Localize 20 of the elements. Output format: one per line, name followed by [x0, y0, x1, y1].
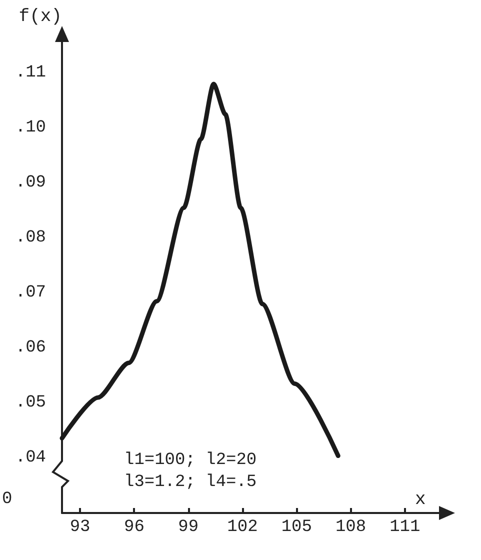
x-tick-label: 93 [70, 518, 90, 537]
y-tick-label: .11 [15, 64, 46, 82]
x-tick-label: 105 [281, 518, 312, 537]
y-tick-label: .08 [15, 228, 46, 248]
x-tick-label: 108 [335, 518, 366, 537]
x-tick-label: 99 [178, 518, 199, 537]
x-tick-label: 102 [227, 518, 258, 537]
y-tick-label: .09 [15, 174, 46, 192]
y-tick-label: .10 [15, 118, 46, 138]
y-tick-label: .04 [15, 448, 46, 468]
x-tick-label: 111 [390, 518, 420, 537]
y-axis-title: f(x) [18, 7, 62, 27]
annotation: l3=1.2; l4=.5 [124, 473, 257, 492]
y-tick-label: .05 [15, 394, 46, 412]
y-tick-label: .06 [15, 338, 46, 358]
annotation: l1=100; l2=20 [124, 451, 257, 470]
x-axis-title: x [415, 490, 426, 510]
text: 0 [2, 490, 12, 509]
y-tick-label: .07 [15, 284, 46, 302]
x-tick-label: 96 [124, 518, 144, 537]
